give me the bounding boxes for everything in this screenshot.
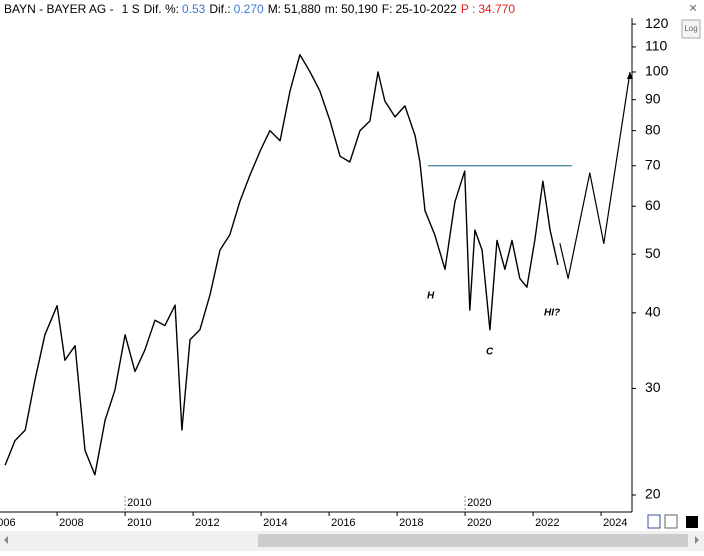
x-tick-label: 2012	[195, 517, 219, 529]
value: 50,190	[341, 2, 378, 16]
y-tick-label: 60	[645, 197, 661, 213]
label: m:	[325, 2, 338, 16]
panel-icon[interactable]	[664, 514, 678, 529]
price-line	[4, 54, 559, 476]
y-tick-label: 100	[645, 63, 669, 79]
decade-label: 2020	[467, 497, 491, 509]
header: BAYN - BAYER AG - 1 S Dif. %: 0.53 Dif.: 0.27…	[4, 2, 515, 16]
y-tick-label: 110	[645, 38, 668, 54]
y-tick-label: 20	[645, 486, 661, 502]
decade-label: 2010	[127, 497, 151, 509]
x-tick-label: 2022	[535, 517, 559, 529]
label: Dif.:	[209, 2, 230, 16]
value: 34.770	[478, 2, 515, 16]
symbol: BAYN - BAYER AG -	[4, 2, 114, 16]
color-icon[interactable]	[686, 516, 698, 528]
y-tick-label: 40	[645, 304, 661, 320]
x-tick-label: 2020	[467, 517, 491, 529]
log-button-label: Log	[684, 24, 697, 33]
y-tick-label: 90	[645, 90, 661, 106]
value: 0.270	[234, 2, 264, 16]
annotation: C	[486, 347, 494, 358]
label: F:	[382, 2, 393, 16]
x-tick-label: 2008	[59, 517, 83, 529]
x-tick-label: 2010	[127, 517, 151, 529]
x-tick-label: 2024	[603, 517, 627, 529]
annotation: HI?	[544, 308, 560, 319]
label: P :	[461, 2, 475, 16]
value: 25-10-2022	[395, 2, 457, 16]
y-tick-label: 70	[645, 156, 661, 172]
y-tick-label: 80	[645, 121, 661, 137]
projection-line	[559, 71, 631, 279]
log-button[interactable]	[681, 19, 701, 39]
scroll-right[interactable]	[695, 536, 699, 544]
x-tick-label: 2016	[331, 517, 355, 529]
x-tick-label: 2014	[263, 517, 287, 529]
value: 0.53	[182, 2, 206, 16]
annotation: H	[427, 291, 435, 302]
label: Dif. %:	[144, 2, 179, 16]
save-icon[interactable]	[647, 514, 661, 529]
y-tick-label: 30	[645, 379, 661, 395]
scrollbar-thumb[interactable]	[258, 534, 688, 547]
x-tick-label: 2006	[0, 517, 16, 529]
scroll-left[interactable]	[4, 536, 8, 544]
arrow-head	[626, 71, 633, 79]
y-tick-label: 50	[645, 245, 661, 261]
y-tick-label: 120	[645, 15, 669, 31]
close-button[interactable]: ×	[689, 0, 697, 16]
value: 51,880	[284, 2, 321, 16]
period: 1 S	[122, 2, 140, 16]
x-tick-label: 2018	[399, 517, 423, 529]
label: M:	[268, 2, 281, 16]
